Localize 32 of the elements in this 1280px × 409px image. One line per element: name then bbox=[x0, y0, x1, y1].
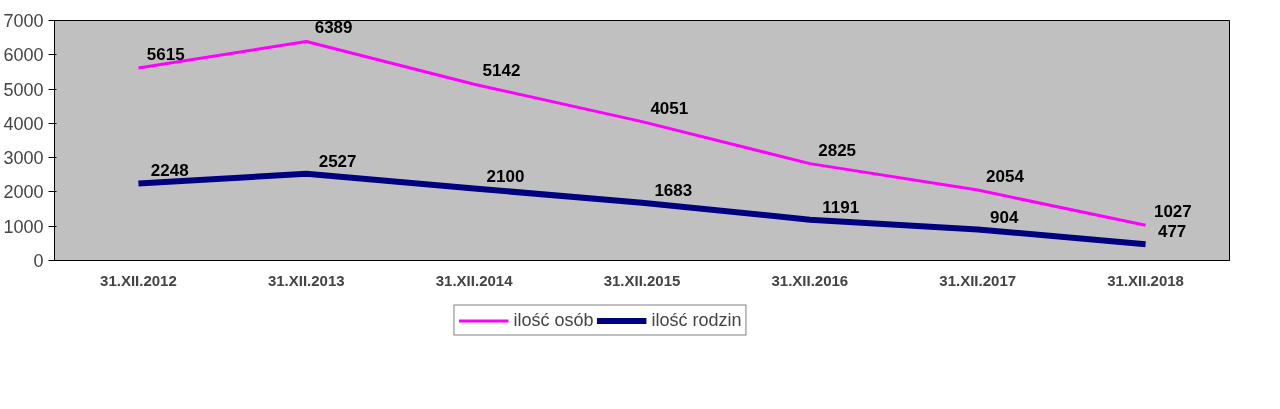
x-tick-label: 31.XII.2017 bbox=[939, 271, 1017, 289]
data-label: 2054 bbox=[986, 167, 1025, 187]
data-label: 5615 bbox=[146, 44, 185, 64]
y-tick-label: 0 bbox=[33, 251, 44, 271]
data-label: 2248 bbox=[150, 161, 189, 181]
x-tick-label: 31.XII.2013 bbox=[267, 271, 345, 289]
y-tick-label: 4000 bbox=[3, 113, 44, 134]
data-label: 1683 bbox=[654, 180, 693, 200]
y-tick-label: 5000 bbox=[3, 79, 44, 100]
y-tick-label: 6000 bbox=[3, 45, 44, 66]
y-tick-label: 2000 bbox=[3, 182, 44, 203]
data-label: 6389 bbox=[314, 18, 353, 38]
x-tick-label: 31.XII.2014 bbox=[435, 271, 514, 289]
y-tick-label: 3000 bbox=[3, 148, 44, 169]
data-label: 2527 bbox=[318, 151, 357, 171]
x-tick-label: 31.XII.2012 bbox=[100, 271, 177, 289]
y-tick-label: 1000 bbox=[3, 216, 44, 237]
data-label: 477 bbox=[1157, 222, 1187, 242]
y-tick-label: 7000 bbox=[3, 11, 44, 31]
data-label: 4051 bbox=[650, 98, 689, 118]
data-label: 2100 bbox=[486, 166, 525, 186]
data-label: 2825 bbox=[818, 140, 857, 160]
legend-label: ilość rodzin bbox=[651, 309, 742, 331]
line-series bbox=[136, 39, 1148, 227]
data-label: 5142 bbox=[482, 61, 521, 81]
data-label: 1027 bbox=[1153, 202, 1192, 222]
data-label: 1191 bbox=[822, 197, 860, 217]
x-tick-label: 31.XII.2018 bbox=[1107, 271, 1184, 289]
legend-label: ilość osób bbox=[513, 309, 594, 331]
data-label: 904 bbox=[990, 207, 1020, 227]
x-tick-label: 31.XII.2015 bbox=[603, 271, 681, 289]
x-tick-label: 31.XII.2016 bbox=[771, 271, 849, 289]
